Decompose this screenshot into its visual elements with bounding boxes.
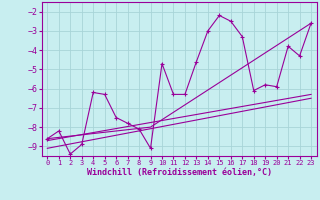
X-axis label: Windchill (Refroidissement éolien,°C): Windchill (Refroidissement éolien,°C) xyxy=(87,168,272,177)
